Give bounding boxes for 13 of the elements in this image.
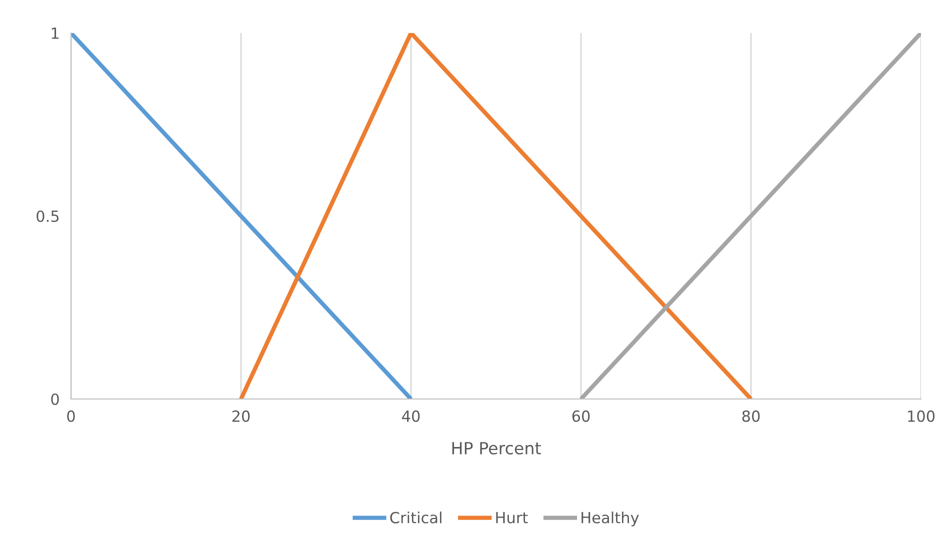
legend-label: Healthy	[582, 512, 639, 526]
x-tick-label: 40	[402, 410, 420, 422]
y-tick-label: 0	[51, 393, 59, 406]
legend-label: Hurt	[496, 512, 528, 524]
x-tick-label: 0	[67, 410, 75, 422]
legend-label: Critical	[390, 512, 442, 524]
y-tick-label: 1	[52, 28, 58, 39]
x-tick-label: 60	[572, 410, 590, 422]
x-tick-label: 80	[742, 410, 760, 422]
x-tick-label: 100	[908, 410, 935, 422]
y-tick-label: 0.5	[36, 210, 59, 222]
x-tick-label: 20	[232, 410, 250, 422]
x-axis-title: HP Percent	[452, 442, 541, 454]
